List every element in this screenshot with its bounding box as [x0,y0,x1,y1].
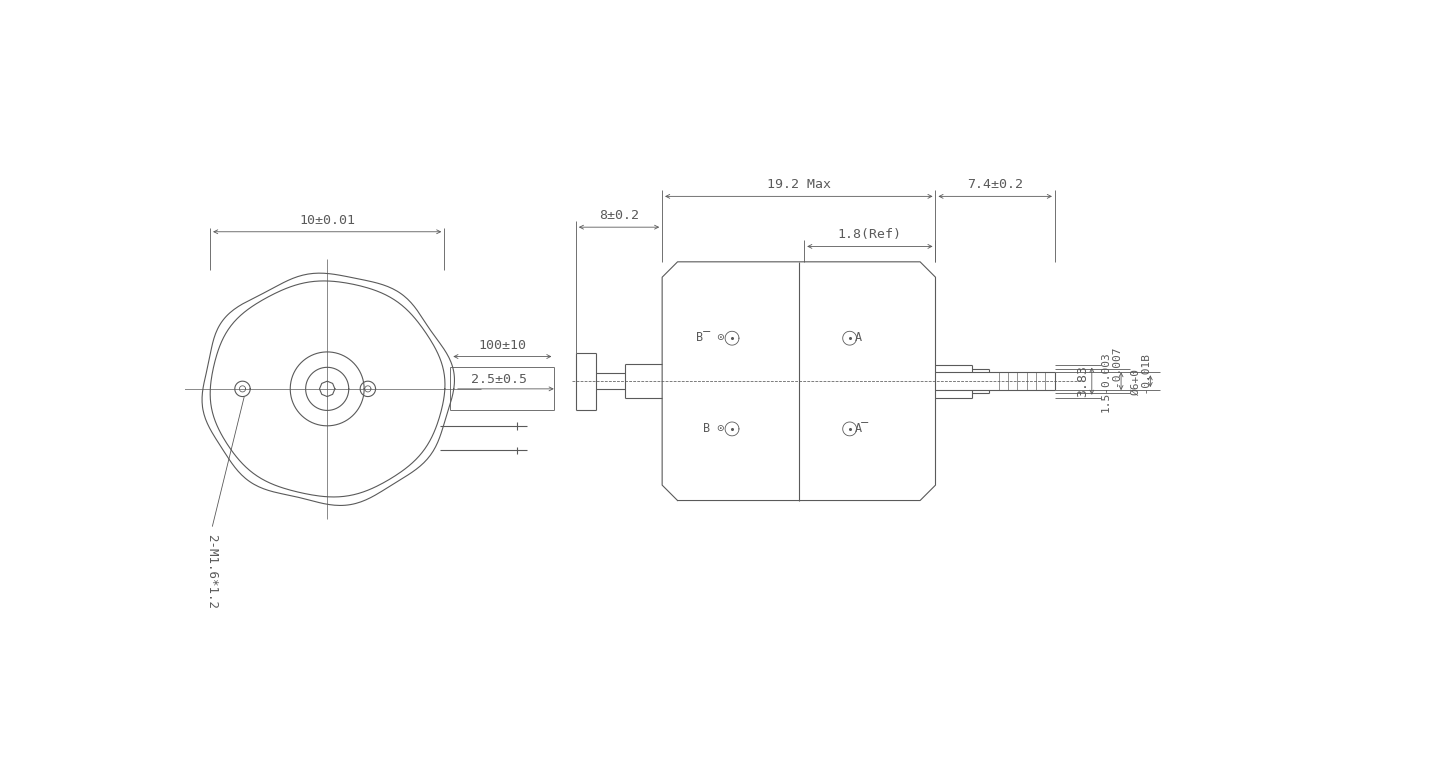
Text: 19.2 Max: 19.2 Max [767,178,830,191]
Text: 2-M1.6*1.2: 2-M1.6*1.2 [206,535,219,609]
Text: 3.83: 3.83 [1077,365,1090,397]
Text: B̅ ⊙: B̅ ⊙ [696,331,724,344]
Text: A: A [855,331,862,344]
Text: Ø6+0
  -0.01B: Ø6+0 -0.01B [1130,354,1152,408]
Text: A̅: A̅ [855,421,869,435]
Text: B ⊙: B ⊙ [703,421,724,435]
Text: 1.8(Ref): 1.8(Ref) [838,228,901,241]
Text: 8±0.2: 8±0.2 [598,209,639,222]
Text: 1.5-0.003
    -0.007: 1.5-0.003 -0.007 [1101,348,1123,415]
Text: 100±10: 100±10 [478,339,526,352]
Text: 7.4±0.2: 7.4±0.2 [966,178,1023,191]
Text: 2.5±0.5: 2.5±0.5 [471,373,526,386]
Text: 10±0.01: 10±0.01 [298,214,355,227]
